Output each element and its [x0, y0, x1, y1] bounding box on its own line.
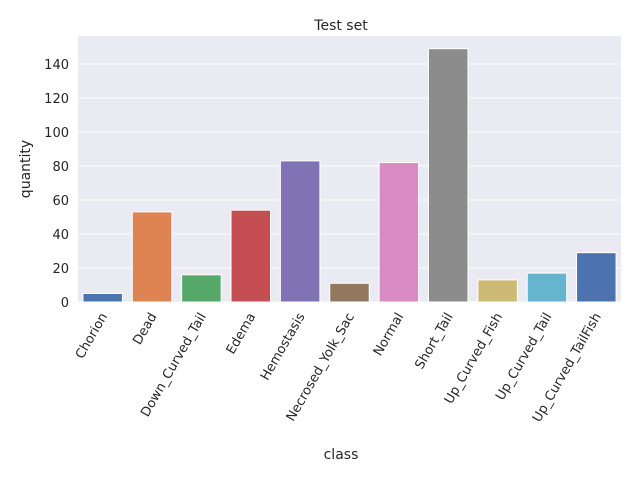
x-tick-label: Chorion	[73, 311, 111, 362]
y-tick-label: 120	[44, 92, 69, 107]
y-tick-label: 0	[61, 296, 69, 311]
bar-up-curved-tailfish	[576, 252, 617, 303]
x-tick-label: Edema	[224, 311, 260, 358]
bar-up-curved-tail	[526, 272, 568, 303]
bar-short-tail	[427, 48, 469, 303]
x-tick-label: Hemostasis	[258, 310, 309, 383]
bar-down-curved-tail	[181, 274, 222, 303]
y-tick-label: 40	[52, 228, 69, 243]
x-tick-label: Dead	[130, 311, 160, 348]
y-tick-label: 20	[52, 262, 69, 277]
y-tick-label: 100	[44, 126, 69, 141]
y-axis-label: quantity	[18, 140, 34, 198]
chart-title: Test set	[313, 18, 368, 34]
bar-normal	[378, 162, 420, 303]
y-tick-label: 140	[44, 58, 69, 73]
bar-necrosed-yolk-sac	[329, 282, 370, 303]
bars	[82, 48, 617, 303]
y-tick-label: 60	[52, 194, 69, 209]
bar-up-curved-fish	[477, 279, 518, 303]
bar-chorion	[82, 292, 123, 303]
bar-dead	[131, 211, 173, 303]
x-axis-label: class	[324, 447, 359, 463]
bar-hemostasis	[279, 160, 321, 303]
x-tick-label: Normal	[371, 311, 408, 359]
y-axis-ticks: 0 20 40 60 80 100 120 140	[44, 58, 69, 311]
y-tick-label: 80	[52, 160, 69, 175]
x-tick-label: Short_Tail	[413, 311, 457, 373]
bar-edema	[230, 209, 272, 303]
